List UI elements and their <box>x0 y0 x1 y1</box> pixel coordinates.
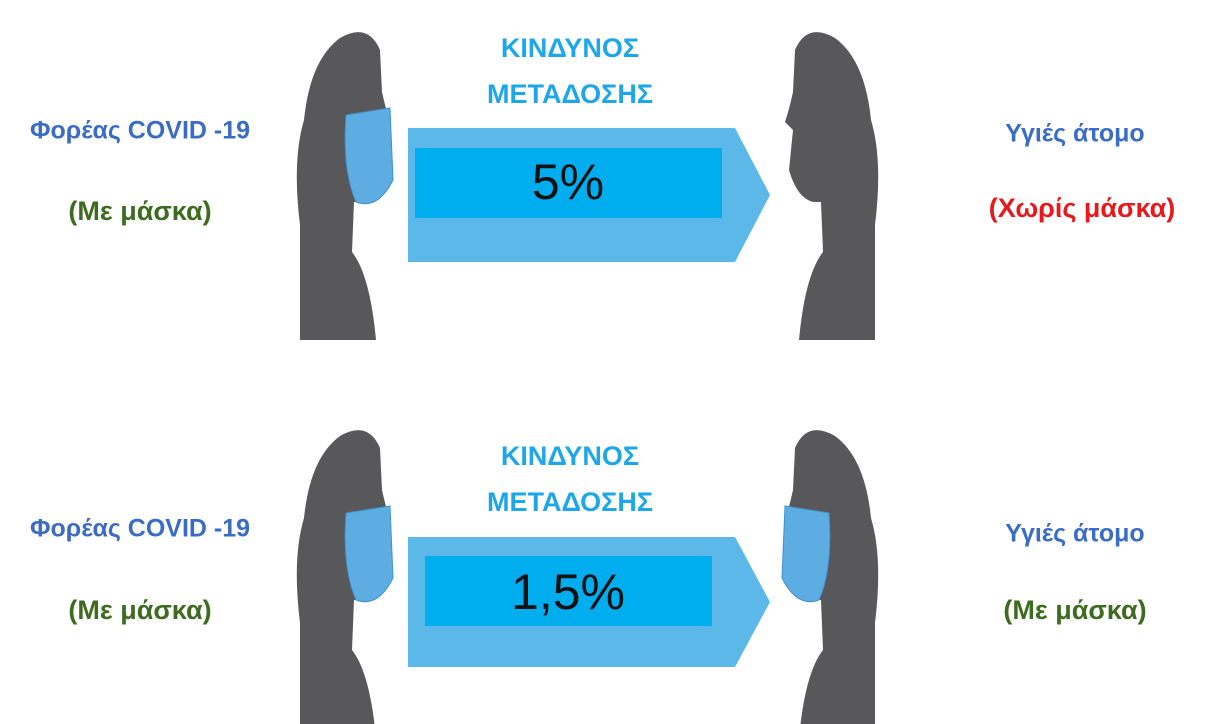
healthy-silhouette <box>782 430 878 724</box>
carrier-title: Φορέας COVID -19 <box>30 117 250 145</box>
carrier-silhouette <box>297 32 393 340</box>
carrier-silhouette <box>297 430 393 724</box>
healthy-title: Υγιές άτομο <box>1005 520 1144 548</box>
healthy-mask: (Με μάσκα) <box>1003 595 1146 625</box>
carrier-mask: (Με μάσκα) <box>68 196 211 226</box>
risk-heading: ΚΙΝΔΥΝΟΣ <box>501 33 639 63</box>
healthy-mask: (Χωρίς μάσκα) <box>989 193 1176 223</box>
carrier-title: Φορέας COVID -19 <box>30 515 250 543</box>
healthy-silhouette <box>785 32 878 340</box>
risk-heading: ΜΕΤΑΔΟΣΗΣ <box>487 79 653 109</box>
risk-value: 1,5% <box>511 564 625 620</box>
risk-value: 5% <box>532 154 604 210</box>
row: Φορέας COVID -19 (Με μάσκα) ΚΙΝΔΥΝΟΣ ΜΕΤ… <box>30 430 1147 724</box>
infographic: Φορέας COVID -19 (Με μάσκα) ΚΙΝΔΥΝΟΣ ΜΕΤ… <box>0 0 1214 724</box>
risk-heading: ΚΙΝΔΥΝΟΣ <box>501 441 639 471</box>
carrier-mask: (Με μάσκα) <box>68 595 211 625</box>
risk-heading: ΜΕΤΑΔΟΣΗΣ <box>487 487 653 517</box>
healthy-title: Υγιές άτομο <box>1005 120 1144 148</box>
row: Φορέας COVID -19 (Με μάσκα) ΚΙΝΔΥΝΟΣ ΜΕΤ… <box>30 32 1175 340</box>
